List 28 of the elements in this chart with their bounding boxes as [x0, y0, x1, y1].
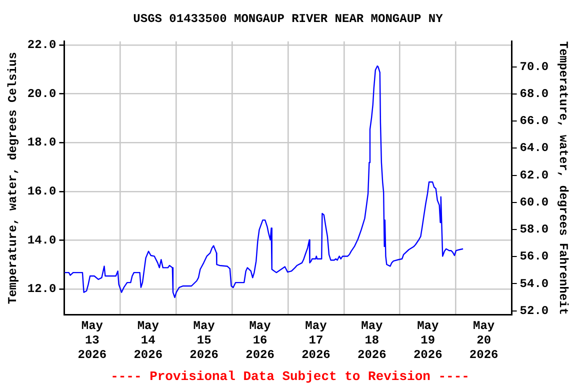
y2-tick-label: 54.0: [520, 276, 549, 291]
text: ---- Provisional Data Subject to Revision ----: [110, 369, 470, 384]
y2-tick-label: 64.0: [520, 141, 549, 156]
x-tick-label: May 17 2026: [302, 319, 330, 362]
y2-tick-label: 62.0: [520, 168, 549, 182]
x-tick-label: May 20 2026: [469, 319, 498, 362]
y-tick-label: 12.0: [27, 282, 56, 296]
y-tick-label: 22.0: [27, 38, 56, 52]
y2-tick-label: 70.0: [520, 60, 549, 74]
y2-tick-label: 58.0: [520, 222, 549, 237]
y-tick-label: 18.0: [27, 136, 56, 150]
y-axis-title: Temperature, water, degrees Celsius: [6, 52, 20, 304]
y-tick-label: 20.0: [27, 86, 56, 101]
x-tick-label: May 16 2026: [246, 319, 274, 362]
x-tick-label: May 13 2026: [78, 319, 107, 362]
y2-tick-label: 66.0: [520, 114, 549, 128]
y2-axis-title: Temperature, water, degrees Fahrenheit: [556, 41, 570, 315]
x-tick-label: May 18 2026: [358, 319, 386, 362]
chart-title: USGS 01433500 MONGAUP RIVER NEAR MONGAUP NY: [133, 12, 444, 26]
x-tick-label: May 15 2026: [190, 319, 218, 362]
y2-tick-label: 52.0: [520, 304, 549, 318]
y2-tick-label: 68.0: [520, 86, 549, 101]
y2-tick-label: 60.0: [520, 195, 549, 210]
x-tick-label: May 14 2026: [134, 319, 163, 362]
y-tick-label: 16.0: [27, 184, 56, 199]
y-tick-label: 14.0: [27, 233, 56, 248]
x-tick-label: May 19 2026: [413, 319, 442, 362]
y2-tick-label: 56.0: [520, 250, 549, 264]
